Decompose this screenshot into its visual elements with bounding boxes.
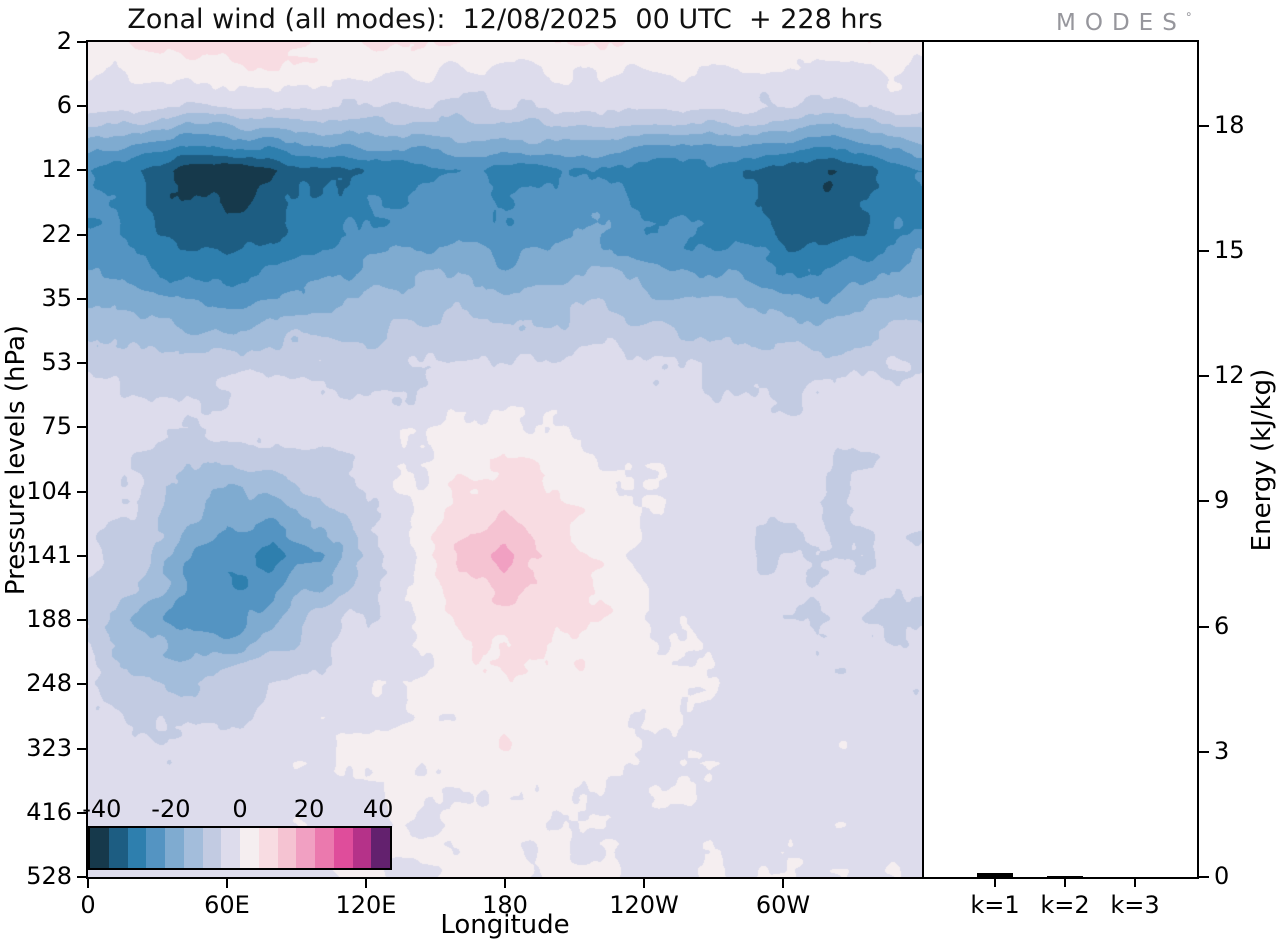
- colorbar-tick-label: -40: [82, 795, 122, 823]
- wavenumber-axis-tick: [1064, 879, 1066, 887]
- energy-axis-tick: [1199, 625, 1209, 628]
- colorbar: [88, 826, 392, 870]
- longitude-tick-label: 120E: [335, 891, 397, 919]
- colorbar-tick-label: 40: [362, 795, 394, 823]
- energy-panel: [922, 40, 1199, 879]
- pressure-tick-label: 53: [41, 348, 72, 377]
- colorbar-segment: [202, 828, 222, 868]
- colorbar-segment: [165, 828, 184, 868]
- colorbar-tick-label: 0: [232, 795, 248, 823]
- longitude-tick-label: 0: [80, 891, 96, 919]
- wavenumber-axis-tick: [1134, 879, 1136, 887]
- longitude-axis-tick: [782, 879, 784, 888]
- modes-logo-degree: °: [1185, 10, 1192, 25]
- longitude-axis-tick: [226, 879, 228, 888]
- energy-axis-label: Energy (kJ/kg): [1247, 368, 1277, 552]
- pressure-axis-tick: [77, 747, 86, 750]
- pressure-tick-label: 12: [41, 155, 72, 184]
- pressure-axis-tick: [77, 426, 86, 429]
- longitude-axis-tick: [643, 879, 645, 888]
- longitude-axis-label: Longitude: [440, 910, 570, 940]
- pressure-tick-label: 323: [26, 733, 72, 762]
- colorbar-segment: [315, 828, 334, 868]
- energy-tick-label: 12: [1214, 361, 1245, 389]
- pressure-axis-tick: [77, 619, 86, 622]
- wavenumber-label: k=2: [1040, 891, 1090, 919]
- colorbar-segment: [221, 828, 240, 868]
- colorbar-segment: [277, 828, 297, 868]
- energy-tick-label: 3: [1214, 736, 1230, 765]
- colorbar-segment: [258, 828, 278, 868]
- energy-axis-tick: [1199, 375, 1209, 377]
- colorbar-segment: [296, 828, 315, 868]
- longitude-tick-label: 180: [482, 891, 528, 919]
- energy-axis-tick: [1199, 500, 1209, 503]
- longitude-axis-tick: [87, 879, 89, 888]
- pressure-axis-tick: [77, 490, 86, 493]
- pressure-axis-tick: [77, 105, 86, 108]
- pressure-tick-label: 528: [26, 862, 72, 890]
- energy-tick-label: 15: [1214, 235, 1245, 264]
- pressure-tick-label: 2: [56, 27, 72, 55]
- pressure-tick-label: 188: [26, 605, 72, 634]
- contour-canvas: [88, 42, 922, 877]
- colorbar-segment: [90, 828, 109, 868]
- wavenumber-axis-tick: [994, 879, 996, 887]
- colorbar-segment: [127, 828, 147, 868]
- colorbar-segment: [371, 828, 390, 868]
- energy-axis-tick: [1199, 876, 1209, 878]
- colorbar-tick-label: -20: [151, 795, 191, 823]
- energy-bar: [1047, 876, 1083, 877]
- pressure-axis-tick: [77, 811, 86, 814]
- colorbar-segment: [240, 828, 259, 868]
- pressure-tick-label: 248: [26, 669, 72, 698]
- wavenumber-label: k=3: [1110, 891, 1160, 919]
- energy-tick-label: 18: [1214, 110, 1245, 139]
- pressure-tick-label: 75: [41, 412, 72, 441]
- colorbar-segment: [108, 828, 128, 868]
- pressure-tick-label: 141: [26, 540, 72, 569]
- modes-logo: MODES°: [1056, 10, 1192, 36]
- colorbar-segment: [352, 828, 372, 868]
- longitude-tick-label: 60W: [755, 891, 811, 919]
- energy-bar: [977, 872, 1013, 877]
- pressure-axis-tick: [77, 554, 86, 557]
- chart-title: Zonal wind (all modes): 12/08/2025 00 UT…: [127, 4, 883, 35]
- longitude-tick-label: 120W: [609, 891, 679, 919]
- pressure-tick-label: 22: [41, 219, 72, 248]
- colorbar-segment: [146, 828, 165, 868]
- pressure-axis-tick: [77, 876, 86, 878]
- energy-axis-tick: [1199, 249, 1209, 252]
- colorbar-tick-label: 20: [293, 795, 325, 823]
- longitude-tick-label: 60E: [204, 891, 250, 919]
- pressure-axis-tick: [77, 233, 86, 236]
- energy-tick-label: 6: [1214, 611, 1230, 640]
- longitude-axis-tick: [365, 879, 367, 888]
- pressure-axis-tick: [77, 683, 86, 686]
- colorbar-segment: [333, 828, 353, 868]
- energy-axis-tick: [1199, 750, 1209, 753]
- energy-tick-label: 0: [1214, 862, 1230, 890]
- modes-logo-text: MODES: [1056, 10, 1186, 36]
- pressure-tick-label: 104: [26, 476, 72, 505]
- pressure-tick-label: 35: [41, 283, 72, 312]
- wavenumber-label: k=1: [970, 891, 1020, 919]
- pressure-tick-label: 416: [26, 797, 72, 826]
- pressure-tick-label: 6: [56, 91, 72, 120]
- colorbar-segment: [183, 828, 203, 868]
- energy-axis-tick: [1199, 124, 1209, 127]
- energy-tick-label: 9: [1214, 486, 1230, 515]
- contour-plot: [86, 40, 924, 879]
- pressure-axis-tick: [77, 362, 86, 365]
- longitude-axis-tick: [504, 879, 506, 888]
- pressure-axis-tick: [77, 297, 86, 300]
- pressure-axis-tick: [77, 41, 86, 43]
- pressure-axis-tick: [77, 169, 86, 172]
